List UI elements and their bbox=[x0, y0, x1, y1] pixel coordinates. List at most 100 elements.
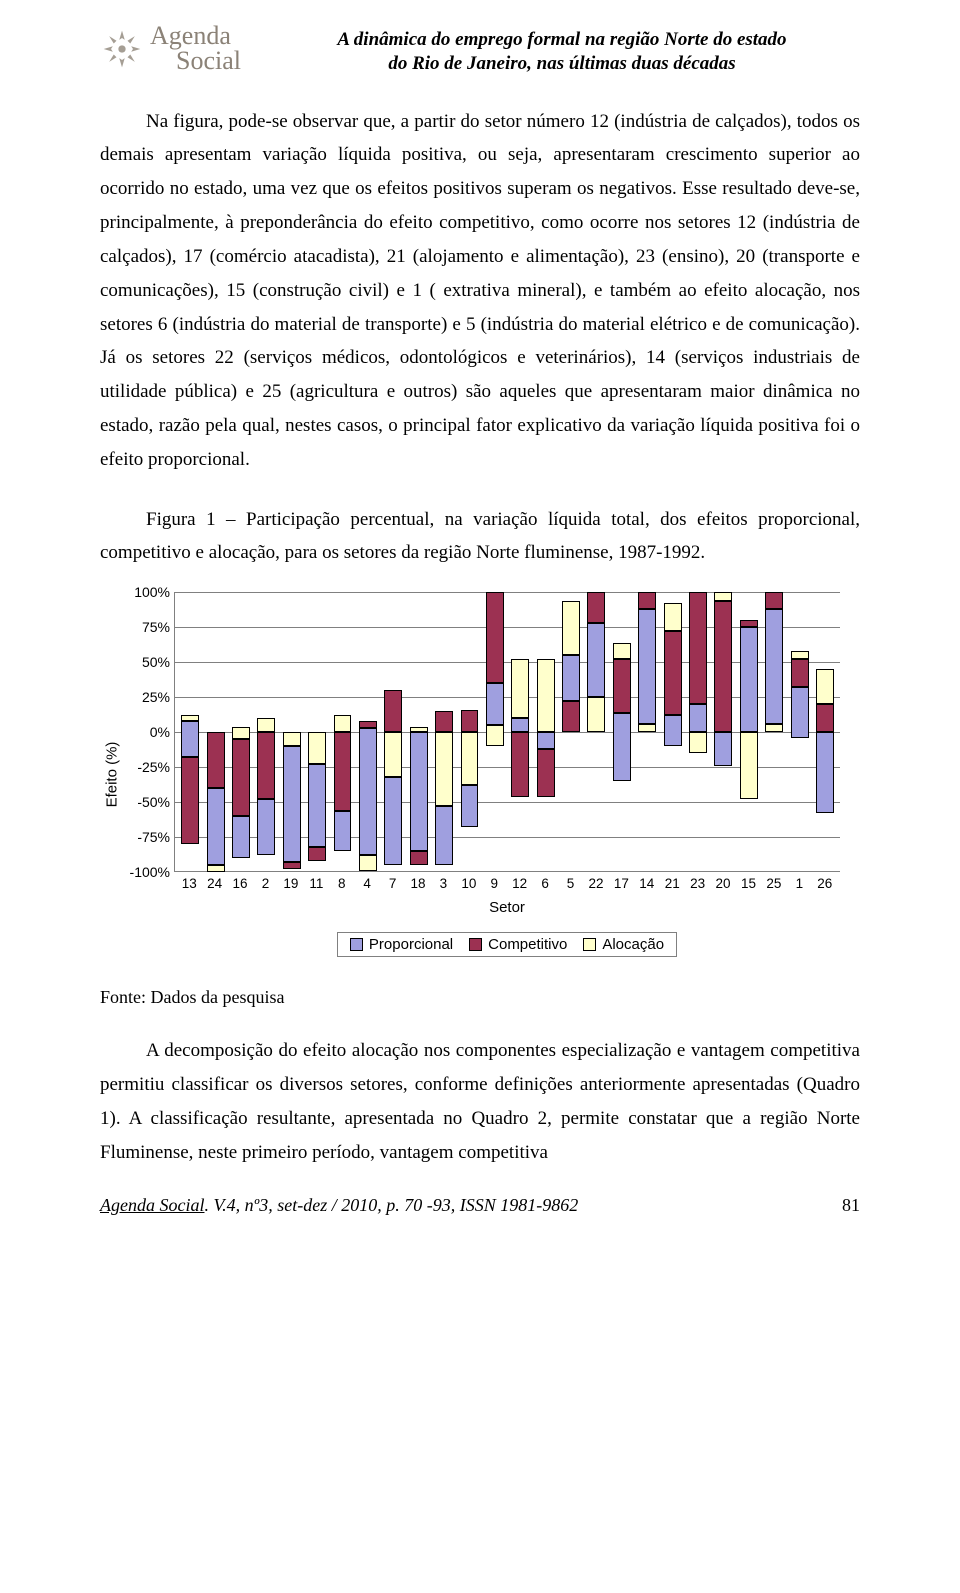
chart-legend: ProporcionalCompetitivoAlocação bbox=[337, 932, 677, 957]
figure-source-note: Fonte: Dados da pesquisa bbox=[100, 987, 860, 1008]
chart-bar-segment-proporcional bbox=[537, 732, 555, 749]
chart-bar-column bbox=[763, 592, 785, 871]
chart-bar-segment-alocacao bbox=[207, 865, 225, 872]
chart-legend-label: Alocação bbox=[602, 936, 664, 953]
chart-y-tick: -50% bbox=[137, 794, 170, 810]
paragraph-2-text: A decomposição do efeito alocação nos co… bbox=[100, 1040, 860, 1162]
chart-bar-segment-competitivo bbox=[638, 592, 656, 609]
chart-bar-segment-alocacao bbox=[765, 724, 783, 732]
paragraph-1-text: Na figura, pode-se observar que, a parti… bbox=[100, 111, 860, 470]
chart-bar-segment-alocacao bbox=[816, 669, 834, 704]
chart-bar-segment-competitivo bbox=[207, 732, 225, 788]
chart-bar-segment-alocacao bbox=[689, 732, 707, 753]
chart-bar-segment-competitivo bbox=[461, 710, 479, 732]
chart-bar-segment-competitivo bbox=[740, 620, 758, 627]
chart-bar-segment-proporcional bbox=[334, 811, 352, 852]
chart-x-tick: 12 bbox=[508, 876, 530, 891]
chart-bar-segment-competitivo bbox=[765, 592, 783, 609]
chart-y-tick: -100% bbox=[130, 864, 170, 880]
chart-bar-segment-competitivo bbox=[791, 659, 809, 687]
chart-bar-segment-competitivo bbox=[257, 732, 275, 799]
chart-x-tick: 10 bbox=[458, 876, 480, 891]
chart-x-tick: 23 bbox=[686, 876, 708, 891]
chart-bar-segment-proporcional bbox=[689, 704, 707, 732]
chart-bar-segment-proporcional bbox=[562, 655, 580, 701]
chart-y-tick: 50% bbox=[142, 654, 170, 670]
chart-bar-segment-competitivo bbox=[435, 711, 453, 732]
chart-x-tick: 6 bbox=[534, 876, 556, 891]
chart-bar-segment-alocacao bbox=[587, 697, 605, 732]
chart-x-tick: 18 bbox=[407, 876, 429, 891]
chart-bar-segment-proporcional bbox=[613, 713, 631, 782]
chart-bar-segment-proporcional bbox=[664, 715, 682, 746]
chart-bar-column bbox=[433, 592, 455, 871]
chart-x-tick: 14 bbox=[636, 876, 658, 891]
chart-y-tick: 100% bbox=[134, 584, 170, 600]
chart-bar-column bbox=[230, 592, 252, 871]
chart-bar-segment-proporcional bbox=[232, 816, 250, 858]
chart-x-tick: 9 bbox=[483, 876, 505, 891]
running-header: Agenda Social A dinâmica do emprego form… bbox=[100, 24, 860, 77]
chart-bar-segment-alocacao bbox=[232, 727, 250, 740]
chart-bar-segment-alocacao bbox=[308, 732, 326, 764]
chart-bar-segment-competitivo bbox=[359, 721, 377, 728]
chart-bar-segment-proporcional bbox=[638, 609, 656, 724]
chart-bar-segment-competitivo bbox=[181, 757, 199, 844]
chart-legend-swatch bbox=[583, 938, 596, 951]
chart-bar-segment-alocacao bbox=[714, 592, 732, 600]
chart-bar-column bbox=[712, 592, 734, 871]
chart-bar-segment-proporcional bbox=[461, 785, 479, 827]
chart-bar-segment-proporcional bbox=[587, 623, 605, 697]
chart-bar-segment-competitivo bbox=[308, 847, 326, 861]
footer-journal-name: Agenda Social bbox=[100, 1195, 204, 1215]
chart-bar-column bbox=[611, 592, 633, 871]
chart-bar-segment-proporcional bbox=[740, 627, 758, 732]
chart-bar-column bbox=[738, 592, 760, 871]
chart-y-tick: 75% bbox=[142, 619, 170, 635]
chart-x-tick: 24 bbox=[203, 876, 225, 891]
chart-bar-segment-proporcional bbox=[816, 732, 834, 813]
chart-bar-segment-alocacao bbox=[359, 855, 377, 870]
chart-x-tick: 25 bbox=[763, 876, 785, 891]
chart-bar-column bbox=[585, 592, 607, 871]
chart-x-ticks: 1324162191184718310912652217142123201525… bbox=[174, 872, 840, 891]
chart-legend-swatch bbox=[350, 938, 363, 951]
chart-bar-column bbox=[788, 592, 810, 871]
paragraph-1: Na figura, pode-se observar que, a parti… bbox=[100, 105, 860, 477]
running-title: A dinâmica do emprego formal na região N… bbox=[264, 24, 860, 77]
footer-reference-rest: . V.4, nº3, set-dez / 2010, p. 70 -93, I… bbox=[204, 1195, 578, 1215]
chart-bar-column bbox=[484, 592, 506, 871]
chart-bar-segment-alocacao bbox=[537, 659, 555, 732]
chart-x-tick: 16 bbox=[229, 876, 251, 891]
running-title-line1: A dinâmica do emprego formal na região N… bbox=[337, 29, 786, 50]
chart-bar-segment-alocacao bbox=[613, 643, 631, 660]
chart-x-tick: 13 bbox=[178, 876, 200, 891]
chart-bar-segment-competitivo bbox=[537, 749, 555, 797]
chart-bar-column bbox=[331, 592, 353, 871]
chart-bar-segment-proporcional bbox=[207, 788, 225, 865]
chart-y-tick: -25% bbox=[137, 759, 170, 775]
chart-bar-segment-competitivo bbox=[587, 592, 605, 623]
chart-x-tick: 21 bbox=[661, 876, 683, 891]
chart-x-tick: 22 bbox=[585, 876, 607, 891]
chart-bar-segment-alocacao bbox=[384, 732, 402, 777]
chart-legend-item: Alocação bbox=[583, 936, 664, 953]
footer-reference: Agenda Social. V.4, nº3, set-dez / 2010,… bbox=[100, 1195, 578, 1216]
chart-legend-label: Proporcional bbox=[369, 936, 453, 953]
chart-bar-segment-alocacao bbox=[511, 659, 529, 718]
chart-x-tick: 17 bbox=[610, 876, 632, 891]
chart-bar-segment-competitivo bbox=[232, 739, 250, 816]
logo-text-line1: Agenda bbox=[150, 24, 241, 49]
chart-bar-column bbox=[306, 592, 328, 871]
chart-bar-segment-alocacao bbox=[283, 732, 301, 746]
chart-bar-segment-proporcional bbox=[486, 683, 504, 725]
chart-bar-column bbox=[814, 592, 836, 871]
chart-bar-segment-alocacao bbox=[638, 724, 656, 732]
chart-bar-segment-proporcional bbox=[384, 777, 402, 865]
chart-bar-segment-competitivo bbox=[714, 601, 732, 733]
chart-bar-segment-proporcional bbox=[435, 806, 453, 865]
logo-glyph-icon bbox=[100, 27, 144, 71]
chart-bar-column bbox=[687, 592, 709, 871]
chart-bar-column bbox=[204, 592, 226, 871]
chart-bar-segment-competitivo bbox=[562, 701, 580, 732]
